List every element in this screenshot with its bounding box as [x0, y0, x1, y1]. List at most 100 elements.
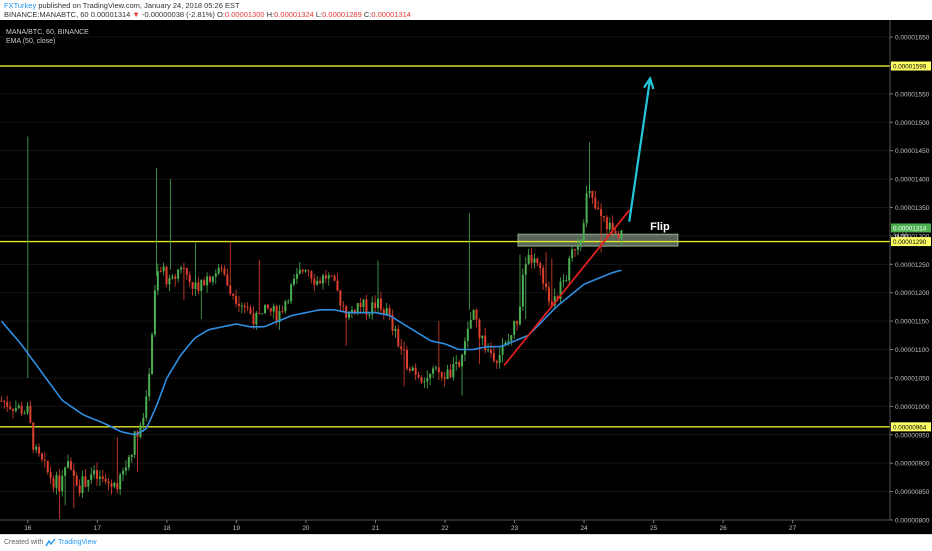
candle-body — [206, 276, 209, 286]
candle-body — [290, 284, 293, 302]
candle-body — [159, 271, 162, 273]
candle-body — [87, 479, 90, 487]
candle-body — [298, 269, 301, 274]
candle-body — [266, 304, 269, 309]
candle-body — [458, 362, 461, 367]
candle-body — [498, 354, 501, 363]
candle-body — [426, 378, 429, 382]
candle-body — [67, 461, 70, 468]
y-tick-label: 0.00000900 — [895, 461, 930, 468]
candle-body — [333, 276, 336, 281]
candle-body — [40, 453, 43, 460]
candle-body — [119, 474, 122, 490]
candle-body — [585, 193, 588, 224]
candle-body — [188, 274, 191, 282]
candle-body — [429, 373, 432, 379]
ema-layer — [0, 269, 622, 436]
candle-body — [336, 280, 339, 291]
chart-header: FXTurkey published on TradingView.com, J… — [0, 0, 932, 20]
candle-body — [113, 482, 116, 487]
candle-body — [49, 472, 52, 479]
candle-body — [133, 431, 136, 455]
chart-area[interactable]: Flip 0.00000800 0.00000850 0.00000900 0.000… — [0, 20, 932, 534]
candle-body — [84, 476, 87, 487]
candle-body — [385, 308, 388, 315]
candle-body — [148, 373, 151, 397]
tradingview-brand[interactable]: TradingView — [58, 539, 97, 546]
candle-body — [208, 276, 211, 282]
candle-body — [405, 349, 408, 369]
candle-body — [124, 467, 127, 471]
candle-body — [261, 313, 264, 315]
candle-body — [180, 267, 183, 270]
candle-body — [156, 271, 159, 291]
candle-body — [145, 396, 148, 418]
candle-body — [310, 271, 313, 279]
candle-body — [142, 417, 145, 426]
arrow-head-icon — [643, 76, 655, 90]
candle-body — [475, 309, 478, 320]
candle-body — [495, 360, 498, 363]
candle-body — [591, 190, 594, 198]
x-tick-label: 27 — [789, 525, 797, 532]
close-label: C: — [363, 10, 372, 19]
candle-body — [571, 249, 574, 259]
candle-body — [568, 258, 571, 281]
publisher-name[interactable]: FXTurkey — [4, 1, 37, 10]
candle-body — [174, 276, 177, 279]
candle-body — [446, 369, 449, 380]
candle-body — [400, 346, 403, 350]
axes[interactable]: 0.00000800 0.00000850 0.00000900 0.00000950… — [0, 20, 930, 532]
candle-body — [223, 268, 226, 275]
price-change: -0.00000038 (-2.81%) — [141, 10, 215, 19]
x-tick-label: 26 — [720, 525, 728, 532]
candle-body — [130, 454, 133, 457]
drawings[interactable]: Flip — [503, 76, 670, 367]
candle-body — [38, 446, 41, 454]
candle-body — [539, 263, 542, 269]
current-price-label: 0.00001314 — [893, 225, 927, 232]
candle-body — [527, 254, 530, 264]
y-tick-label: 0.00001350 — [895, 205, 930, 212]
candle-body — [420, 377, 423, 383]
candle-body — [597, 208, 600, 210]
x-tick-label: 21 — [372, 525, 380, 532]
candle-body — [116, 482, 119, 490]
candle-body — [542, 268, 545, 284]
candle-body — [32, 422, 35, 450]
horizontal-levels[interactable] — [0, 65, 890, 428]
candle-body — [237, 303, 240, 306]
candle-body — [481, 335, 484, 339]
candle-body — [321, 275, 324, 284]
candle-body — [110, 483, 113, 487]
candle-body — [588, 190, 591, 194]
candle-body — [617, 233, 620, 239]
candle-body — [278, 311, 281, 323]
candle-body — [139, 425, 142, 437]
candle-body — [313, 278, 316, 285]
candle-body — [229, 285, 232, 294]
candle-body — [408, 368, 411, 371]
candle-body — [530, 254, 533, 263]
candle-body — [319, 280, 322, 284]
candle-body — [536, 258, 539, 264]
candle-body — [562, 280, 565, 282]
candle-body — [518, 306, 521, 325]
candle-body — [46, 460, 49, 473]
candle-body — [403, 349, 406, 351]
price-chart[interactable]: Flip 0.000008000.000008500.000009000.000… — [0, 20, 932, 534]
candle-body — [365, 299, 368, 315]
candle-body — [75, 475, 78, 486]
candle-body — [61, 475, 64, 492]
candle-body — [443, 377, 446, 380]
candle-body — [246, 307, 249, 309]
candle-body — [359, 303, 362, 308]
candle-body — [565, 280, 568, 282]
candle-body — [521, 274, 524, 307]
candle-body — [69, 461, 72, 470]
candle-body — [414, 367, 417, 375]
low-value: 0.00001289 — [322, 10, 362, 19]
candle-body — [81, 476, 84, 493]
candle-body — [391, 315, 394, 332]
low-label: L: — [315, 10, 323, 19]
